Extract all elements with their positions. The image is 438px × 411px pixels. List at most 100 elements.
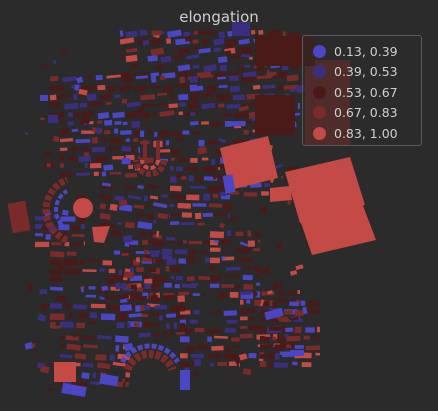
building-footprint [143, 249, 149, 254]
building-footprint [277, 298, 287, 304]
building-footprint [71, 146, 78, 152]
building-footprint [198, 47, 211, 54]
building-footprint [112, 155, 124, 160]
building-footprint [89, 101, 102, 107]
building-footprint [109, 171, 122, 175]
building-footprint [244, 265, 251, 270]
building-footprint [169, 221, 180, 225]
building-footprint [161, 248, 173, 256]
legend-item: 0.53, 0.67 [309, 82, 415, 103]
building-footprint [242, 76, 255, 83]
building-footprint [217, 137, 227, 144]
building-footprint [198, 275, 211, 281]
building-footprint [158, 285, 161, 291]
building-footprint [67, 121, 74, 126]
building-footprint [248, 56, 253, 60]
legend: 0.13, 0.39 0.39, 0.53 0.53, 0.67 0.67, 0… [302, 35, 422, 146]
building-footprint [199, 250, 209, 254]
building-footprint [289, 301, 300, 307]
building-footprint [194, 327, 205, 333]
building-footprint [259, 318, 266, 323]
building-footprint [168, 103, 178, 109]
building-footprint [135, 130, 141, 135]
building-footprint [39, 288, 48, 295]
building-footprint [83, 241, 86, 246]
building-footprint [138, 295, 148, 301]
building-footprint [76, 242, 82, 245]
building-footprint [194, 212, 202, 220]
building-footprint [259, 327, 266, 334]
building-footprint [57, 263, 64, 272]
building-footprint [106, 101, 112, 105]
building-footprint [38, 302, 49, 312]
building-footprint [147, 238, 155, 244]
building-footprint [78, 155, 92, 163]
building-footprint [189, 319, 198, 324]
building-footprint [49, 85, 64, 92]
building-footprint [229, 291, 239, 298]
building-footprint [52, 135, 60, 143]
building-footprint [117, 221, 122, 225]
building-footprint [76, 76, 84, 84]
building-footprint [179, 336, 190, 343]
building-footprint [222, 174, 236, 194]
building-footprint [222, 112, 231, 118]
building-footprint [196, 344, 208, 350]
legend-item: 0.39, 0.53 [309, 62, 415, 83]
building-footprint [240, 54, 251, 58]
building-footprint [81, 372, 90, 380]
building-footprint [45, 388, 53, 392]
building-footprint [182, 84, 190, 89]
building-footprint [174, 283, 180, 289]
building-footprint [125, 381, 130, 387]
building-footprint [119, 54, 125, 60]
building-footprint [230, 120, 246, 127]
building-footprint [273, 362, 289, 368]
building-footprint [239, 241, 249, 247]
building-footprint [135, 75, 148, 80]
building-footprint [87, 75, 93, 80]
building-footprint [286, 165, 297, 172]
building-footprint [127, 322, 131, 329]
building-footprint [256, 64, 265, 72]
building-footprint [156, 64, 164, 70]
building-footprint [120, 129, 132, 136]
building-footprint [315, 352, 321, 356]
building-footprint [34, 223, 43, 230]
building-footprint [154, 131, 158, 137]
building-footprint [166, 237, 176, 241]
building-footprint [228, 213, 231, 219]
building-footprint [274, 344, 285, 351]
building-footprint [107, 85, 116, 93]
building-footprint [103, 164, 114, 171]
building-footprint [185, 345, 195, 352]
building-footprint [312, 335, 321, 340]
building-footprint [122, 121, 128, 126]
legend-swatch-icon [313, 106, 326, 120]
building-footprint [152, 282, 161, 287]
building-footprint [59, 128, 69, 136]
building-footprint [225, 274, 240, 278]
building-footprint [133, 84, 147, 92]
legend-label: 0.13, 0.39 [334, 43, 398, 59]
building-footprint [144, 278, 153, 284]
building-footprint [120, 343, 180, 364]
building-footprint [43, 151, 52, 157]
building-footprint [278, 291, 284, 297]
building-footprint [272, 336, 276, 341]
building-footprint [263, 336, 271, 343]
building-footprint [42, 63, 51, 68]
building-footprint [26, 283, 34, 292]
building-footprint [238, 105, 249, 112]
building-footprint [159, 110, 175, 117]
building-footprint [103, 129, 111, 135]
building-footprint [153, 202, 168, 209]
building-footprint [188, 240, 203, 245]
building-footprint [143, 320, 149, 325]
building-footprint [168, 240, 175, 244]
building-footprint [213, 47, 222, 53]
building-footprint [236, 257, 252, 262]
building-footprint [135, 305, 141, 312]
building-footprint [79, 116, 91, 125]
building-footprint [224, 328, 236, 333]
